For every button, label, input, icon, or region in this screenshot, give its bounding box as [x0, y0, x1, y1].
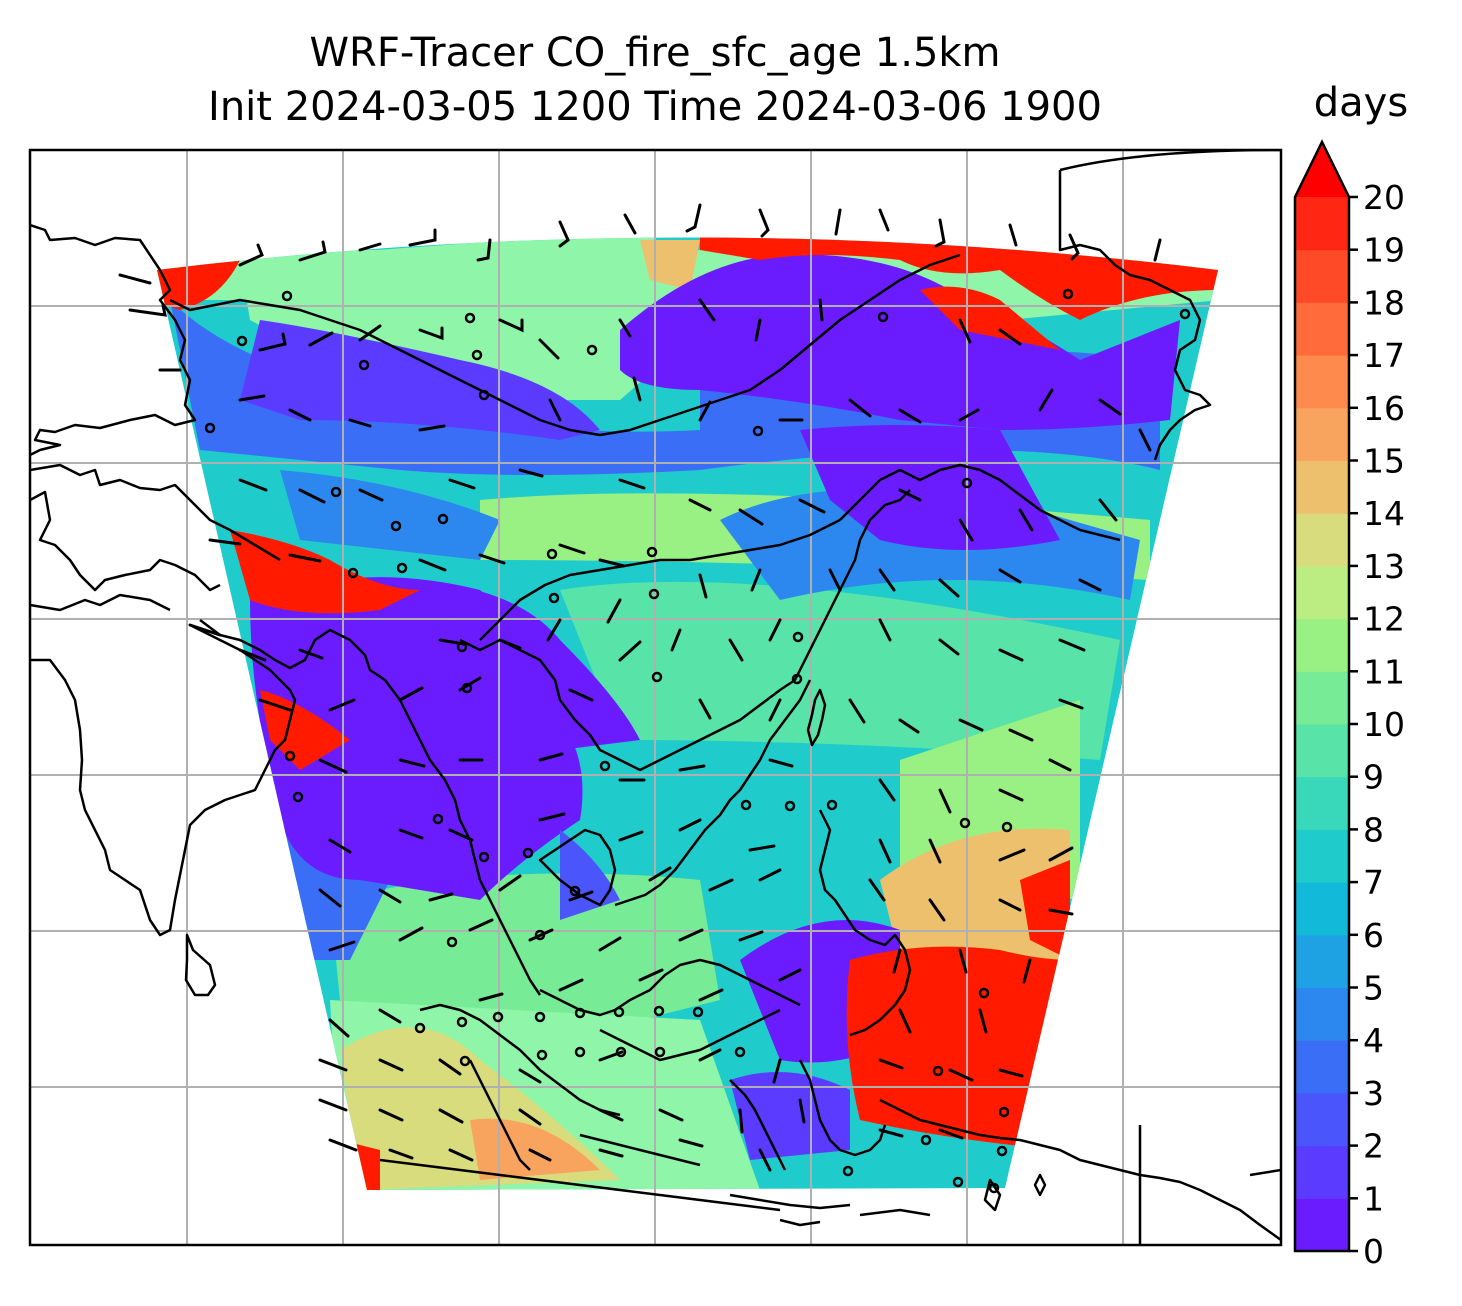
colorbar-segment — [1295, 987, 1349, 1041]
colorbar-segment — [1295, 1040, 1349, 1094]
tracer-age-field — [157, 237, 1218, 1190]
colorbar-tick-label: 3 — [1363, 1074, 1384, 1113]
colorbar-segment — [1295, 829, 1349, 883]
colorbar-units-label: days — [1313, 80, 1409, 126]
colorbar-segment — [1295, 302, 1349, 356]
map-gridlines — [30, 150, 1281, 1245]
colorbar-tick-label: 0 — [1363, 1232, 1384, 1271]
colorbar-tick-label: 1 — [1363, 1179, 1384, 1218]
map-title-line-2: Init 2024-03-05 1200 Time 2024-03-06 190… — [208, 84, 1102, 130]
colorbar-tick-label: 17 — [1363, 336, 1405, 375]
colorbar-tick-label: 8 — [1363, 810, 1384, 849]
colorbar-outline — [1293, 139, 1351, 1253]
calm-wind-markers — [204, 288, 1191, 1194]
colorbar-tick-label: 16 — [1363, 389, 1405, 428]
colorbar-segment — [1295, 407, 1349, 461]
colorbar-tick-label: 14 — [1363, 494, 1405, 533]
map-title-line-1: WRF-Tracer CO_fire_sfc_age 1.5km — [309, 30, 1001, 76]
colorbar-tick-label: 5 — [1363, 969, 1384, 1008]
colorbar-tick-label: 12 — [1363, 600, 1405, 639]
wind-barbs — [118, 203, 1162, 1172]
colorbar-segment — [1295, 1092, 1349, 1147]
colorbar-segment — [1295, 460, 1349, 514]
coastlines — [30, 150, 1281, 1245]
colorbar-segment — [1295, 249, 1349, 303]
colorbar-segment — [1295, 724, 1349, 778]
colorbar-tick-label: 6 — [1363, 916, 1384, 955]
colorbar-segment — [1295, 1145, 1349, 1199]
colorbar-segment — [1295, 934, 1349, 988]
colorbar-tick-label: 11 — [1363, 652, 1405, 691]
colorbar-segment — [1295, 618, 1349, 672]
map-plot-area — [30, 150, 1281, 1245]
colorbar-segment — [1295, 1198, 1349, 1252]
colorbar-tick-label: 20 — [1363, 178, 1405, 217]
colorbar-tick-label: 9 — [1363, 758, 1384, 797]
colorbar-tick-label: 19 — [1363, 231, 1405, 270]
colorbar-tick-label: 10 — [1363, 705, 1405, 744]
colorbar-segment — [1295, 197, 1349, 251]
colorbar-segment — [1295, 671, 1349, 725]
colorbar-segment — [1295, 355, 1349, 409]
colorbar-tick-label: 2 — [1363, 1127, 1384, 1166]
colorbar-tick-label: 7 — [1363, 863, 1384, 902]
map-frame — [28, 148, 1283, 1247]
colorbar-segment — [1295, 565, 1349, 620]
colorbar-tick-label: 18 — [1363, 283, 1405, 322]
colorbar-segment — [1295, 882, 1349, 936]
colorbar-extend-max-arrow — [1295, 142, 1349, 197]
colorbar-segment — [1295, 776, 1349, 830]
colorbar-tick-label: 15 — [1363, 442, 1405, 481]
colorbar-segment — [1295, 513, 1349, 567]
colorbar-tick-label: 13 — [1363, 547, 1405, 586]
colorbar-tick-label: 4 — [1363, 1021, 1384, 1060]
